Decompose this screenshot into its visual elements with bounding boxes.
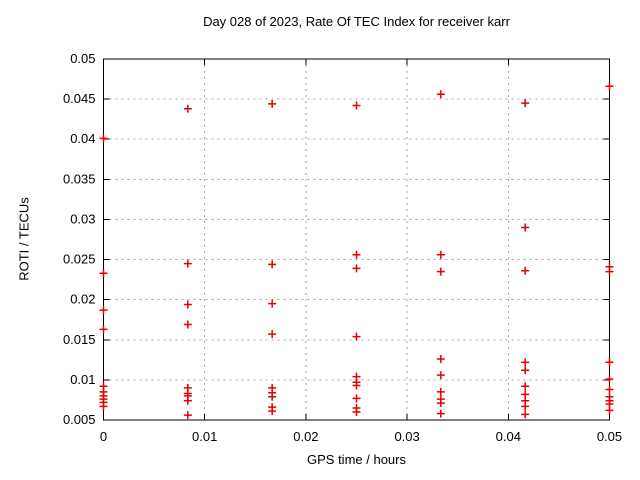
y-tick-label: 0.005: [63, 412, 96, 427]
data-point-marker: [99, 402, 108, 411]
y-tick-label: 0.01: [70, 372, 95, 387]
data-point-marker: [99, 325, 108, 334]
data-point-marker: [521, 99, 530, 108]
data-point-marker: [99, 134, 108, 143]
data-point-marker: [436, 90, 445, 99]
y-tick-label: 0.025: [63, 252, 96, 267]
data-point-marker: [183, 104, 192, 113]
y-tick-label: 0.02: [70, 292, 95, 307]
data-point-marker: [268, 330, 277, 339]
data-point-marker: [268, 392, 277, 401]
data-point-marker: [436, 409, 445, 418]
data-point-marker: [183, 300, 192, 309]
data-point-marker: [605, 358, 614, 367]
plot-border: [103, 58, 610, 421]
data-point-marker: [99, 306, 108, 315]
data-point-marker: [521, 402, 530, 411]
data-point-marker: [521, 410, 530, 419]
x-axis-label: GPS time / hours: [307, 452, 406, 467]
data-point-marker: [605, 406, 614, 415]
x-tick-label: 0.04: [496, 429, 521, 444]
y-tick-label: 0.03: [70, 211, 95, 226]
data-point-marker: [99, 269, 108, 278]
data-point-marker: [521, 266, 530, 275]
data-point-marker: [436, 387, 445, 396]
data-point-marker: [183, 411, 192, 420]
data-point-marker: [521, 223, 530, 232]
y-tick-label: 0.045: [63, 91, 96, 106]
x-tick-label: 0: [100, 429, 107, 444]
data-point-marker: [268, 407, 277, 416]
data-point-marker: [352, 264, 361, 273]
data-point-marker: [352, 394, 361, 403]
data-point-marker: [605, 385, 614, 394]
data-point-marker: [183, 259, 192, 268]
data-point-marker: [352, 250, 361, 259]
data-point-marker: [352, 381, 361, 390]
data-point-marker: [183, 396, 192, 405]
y-axis-label: ROTI / TECUs: [16, 197, 32, 281]
data-point-marker: [268, 299, 277, 308]
data-point-marker: [352, 332, 361, 341]
y-tick-label: 0.04: [70, 131, 95, 146]
data-point-marker: [605, 267, 614, 276]
data-point-marker: [352, 407, 361, 416]
x-tick-label: 0.01: [192, 429, 217, 444]
data-point-marker: [521, 366, 530, 375]
data-point-marker: [268, 260, 277, 269]
data-point-marker: [436, 267, 445, 276]
x-tick-label: 0.03: [394, 429, 419, 444]
chart-title: Day 028 of 2023, Rate Of TEC Index for r…: [203, 14, 510, 29]
data-point-marker: [436, 355, 445, 364]
data-point-marker: [436, 371, 445, 380]
data-point-marker: [436, 399, 445, 408]
data-point-marker: [521, 382, 530, 391]
y-tick-label: 0.035: [63, 171, 96, 186]
data-point-marker: [521, 358, 530, 367]
y-tick-label: 0.015: [63, 332, 96, 347]
data-point-marker: [352, 101, 361, 110]
x-tick-label: 0.02: [293, 429, 318, 444]
x-tick-label: 0.05: [597, 429, 622, 444]
y-tick-label: 0.05: [70, 51, 95, 66]
data-point-marker: [436, 250, 445, 259]
data-point-marker: [605, 82, 614, 91]
data-point-marker: [605, 375, 614, 384]
data-point-marker: [268, 99, 277, 108]
data-point-marker: [183, 320, 192, 329]
